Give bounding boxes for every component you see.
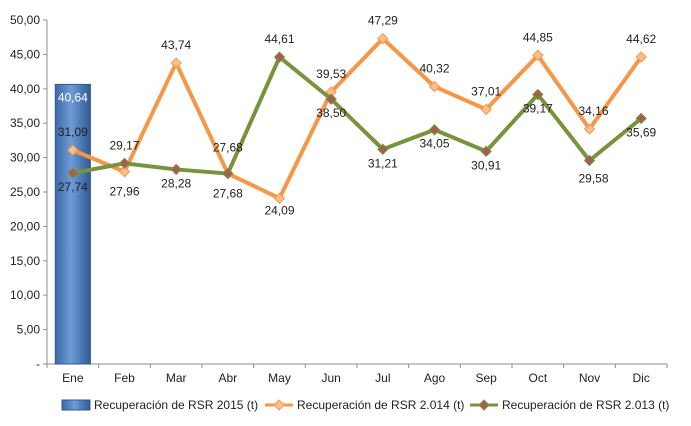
series-point-2 [377, 143, 389, 155]
series-point-1 [118, 165, 131, 178]
x-tick-label: Ene [62, 371, 84, 385]
lines [67, 32, 647, 204]
line-data-label: 27,96 [109, 185, 139, 199]
y-tick-label: 30,00 [10, 151, 40, 165]
series-point-2 [428, 124, 441, 136]
line-data-label: 24,09 [264, 203, 294, 217]
legend-label: Recuperación de RSR 2.014 (t) [297, 398, 464, 412]
line-data-label: 27,74 [58, 180, 88, 194]
series-point-2 [583, 154, 596, 167]
x-tick-label: May [268, 371, 291, 385]
data-labels: 40,64 31,09 27,96 43,74 27,68 24,09 39,53 47,29… [58, 14, 657, 218]
line-data-label: 39,17 [523, 102, 553, 116]
x-tick-label: Nov [579, 371, 600, 385]
series-point-1 [273, 192, 286, 204]
y-tick-label: 50,00 [10, 13, 40, 27]
x-tick-label: Oct [528, 371, 547, 385]
y-tick-label: - [36, 357, 40, 371]
series-line-1 [72, 36, 643, 201]
legend: Recuperación de RSR 2015 (t) Recuperación… [61, 398, 669, 412]
y-tick-label: 10,00 [10, 288, 40, 302]
line-data-label: 34,16 [578, 104, 608, 118]
y-tick-label: 25,00 [10, 185, 40, 199]
legend-swatch-bar [61, 399, 91, 411]
series-point-2 [325, 93, 337, 105]
series-point-2 [118, 157, 131, 170]
series-point-2 [635, 112, 647, 125]
x-tick-label: Feb [114, 371, 135, 385]
line-data-label: 39,53 [316, 67, 346, 81]
x-tick-label: Dic [632, 371, 649, 385]
line-data-label: 37,01 [471, 84, 501, 98]
y-tick-label: 35,00 [10, 116, 40, 130]
line-data-label: 44,61 [264, 32, 294, 46]
x-tick-label: Sep [475, 371, 497, 385]
line-data-label: 27,68 [213, 187, 243, 201]
series-point-1 [532, 49, 544, 62]
bars [54, 83, 91, 365]
axes: - 5,00 10,00 15,00 20,00 25,00 30,00 35,00 40,00… [10, 13, 668, 385]
y-tick-label: 40,00 [10, 82, 40, 96]
series-point-1 [377, 32, 389, 45]
x-tick-label: Ago [424, 371, 446, 385]
line-data-label: 34,05 [419, 137, 449, 151]
line-data-label: 31,21 [368, 156, 398, 170]
x-tick-label: Jun [321, 371, 340, 385]
line-data-label: 35,69 [626, 125, 656, 139]
series-point-2 [273, 51, 286, 63]
series-point-1 [480, 103, 492, 116]
bar-data-label: 40,64 [58, 90, 88, 104]
x-tick-label: Mar [166, 371, 187, 385]
legend-swatch-marker [273, 399, 285, 411]
x-tick-label: Abr [218, 371, 237, 385]
line-data-label: 44,62 [626, 32, 656, 46]
y-tick-label: 45,00 [10, 47, 40, 61]
y-tick-label: 15,00 [10, 254, 40, 268]
legend-label: Recuperación de RSR 2.013 (t) [502, 398, 669, 412]
series-point-1 [67, 144, 79, 156]
series-point-1 [635, 51, 647, 63]
x-tick-label: Jul [375, 371, 390, 385]
legend-label: Recuperación de RSR 2015 (t) [94, 398, 258, 412]
series-point-2 [480, 145, 492, 158]
line-data-label: 44,85 [523, 30, 553, 44]
legend-swatch-marker [478, 399, 490, 411]
series-point-1 [428, 80, 441, 93]
y-tick-label: 20,00 [10, 219, 40, 233]
line-data-label: 43,74 [161, 38, 191, 52]
line-data-label: 29,58 [578, 171, 608, 185]
series-point-2 [67, 167, 79, 179]
series-line-2 [72, 55, 643, 176]
line-data-label: 29,17 [109, 138, 139, 152]
series-point-2 [532, 88, 544, 101]
line-data-label: 31,09 [58, 125, 88, 139]
y-tick-label: 5,00 [17, 323, 41, 337]
line-data-label: 30,91 [471, 158, 501, 172]
series-point-2 [222, 167, 234, 180]
line-data-label: 40,32 [419, 62, 449, 76]
line-data-label: 47,29 [368, 14, 398, 28]
series-point-1 [170, 57, 182, 69]
series-point-1 [583, 123, 596, 135]
line-data-label: 27,68 [213, 141, 243, 155]
bar-0 [54, 83, 91, 365]
line-data-label: 28,28 [161, 176, 191, 190]
series-point-2 [170, 163, 182, 176]
line-data-label: 38,50 [316, 106, 346, 120]
